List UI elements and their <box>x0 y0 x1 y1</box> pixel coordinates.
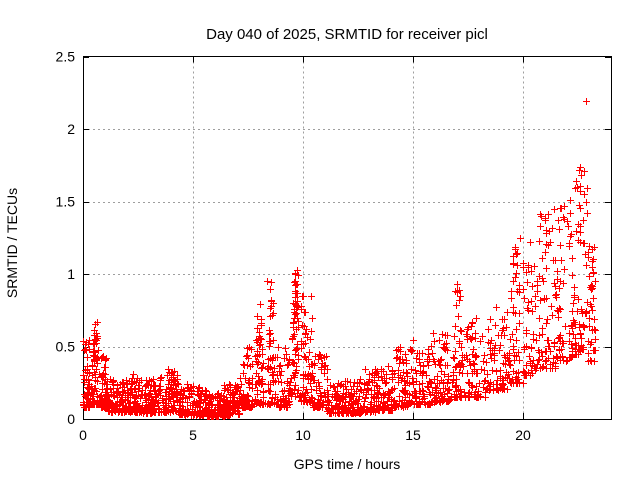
x-tick-label: 5 <box>189 427 197 443</box>
grid-path <box>83 56 611 419</box>
chart-title: Day 040 of 2025, SRMTID for receiver pic… <box>206 26 488 43</box>
data-points <box>80 98 599 420</box>
grid-lines <box>83 56 611 419</box>
y-tick-label: 1.5 <box>56 194 76 210</box>
y-tick-labels: 0 0.5 1 1.5 2 2.5 <box>56 49 76 428</box>
y-axis-label: SRMTID / TECUs <box>4 188 20 298</box>
plot-border <box>83 56 612 420</box>
y-tick-label: 2.5 <box>56 49 76 65</box>
y-tick-label: 0 <box>67 411 75 427</box>
y-tick-label: 1 <box>67 266 75 282</box>
y-tick-label: 2 <box>67 121 75 137</box>
x-axis-label: GPS time / hours <box>294 456 401 472</box>
x-tick-label: 0 <box>79 427 87 443</box>
x-tick-labels: 0 5 10 15 20 <box>79 427 531 443</box>
x-tick-label: 15 <box>405 427 421 443</box>
y-tick-label: 0.5 <box>56 339 76 355</box>
x-tick-label: 10 <box>295 427 311 443</box>
x-tick-label: 20 <box>515 427 531 443</box>
